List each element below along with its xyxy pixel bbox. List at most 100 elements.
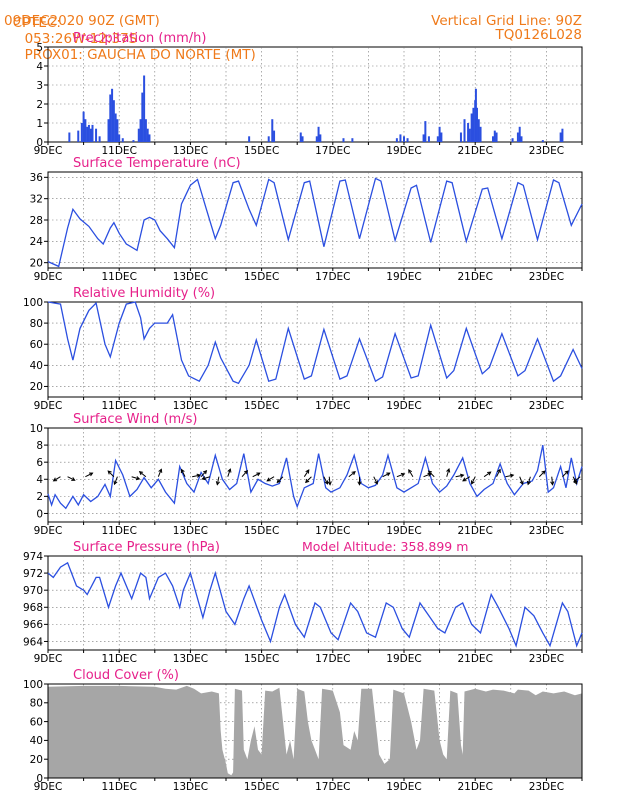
wind-arrow-shaft (216, 476, 220, 485)
wind-arrow-shaft (131, 476, 140, 480)
wind-arrow-head (351, 471, 356, 476)
wind-arrow (526, 476, 531, 486)
wind-arrow (303, 469, 310, 477)
temp-series-line (47, 177, 583, 268)
y-tick-label: 5 (36, 42, 43, 54)
wind-arrow-head (408, 468, 413, 474)
precip-bar (146, 128, 149, 142)
x-tick-label: 9DEC (34, 271, 63, 283)
y-tick-label: 28 (30, 215, 43, 227)
wind-arrow (227, 468, 232, 477)
panel-frame (47, 427, 583, 523)
x-tick-label: 9DEC (34, 145, 63, 157)
precip-bar (86, 126, 89, 142)
precip-bar (422, 134, 425, 142)
wind-arrow-head (52, 477, 58, 482)
precip-bar (351, 138, 354, 142)
wind-arrow-shaft (446, 468, 450, 477)
wind-arrow-head (374, 480, 378, 485)
x-tick-label: 9DEC (34, 400, 63, 412)
x-tick-label: 13DEC (173, 400, 208, 412)
wind-arrow-shaft (496, 469, 501, 477)
x-tick-label: 21DEC (457, 400, 492, 412)
precip-bar (406, 138, 409, 142)
y-tick-label: 0 (36, 508, 43, 520)
wind-arrow-shaft (305, 476, 312, 483)
precip-bar (299, 132, 302, 142)
precip-bar (80, 123, 83, 142)
wind-arrow-shaft (373, 476, 378, 485)
wind-arrow (462, 476, 471, 482)
precip-bar (121, 138, 124, 142)
wind-arrow (138, 471, 147, 478)
precip-bar (89, 128, 92, 142)
wind-arrow-shaft (67, 476, 75, 481)
x-tick-label: 19DEC (386, 653, 421, 665)
rh-series-line (47, 301, 583, 385)
wind-arrow-head (400, 472, 406, 477)
wind-series-line (47, 444, 583, 510)
panel-frame (47, 555, 583, 651)
wind-arrow-shaft (107, 470, 115, 478)
precip-bar (559, 132, 562, 142)
x-tick-label: 11DEC (101, 400, 136, 412)
precip-bar (440, 132, 443, 142)
precip-bar (467, 123, 470, 142)
x-tick-label: 9DEC (34, 781, 63, 793)
wind-arrow (201, 476, 211, 481)
wind-arrow (67, 476, 76, 481)
wind-arrow-head (470, 480, 475, 485)
wind-arrow (505, 473, 515, 478)
wind-arrow-shaft (505, 474, 514, 478)
wind-arrow-head (227, 468, 232, 473)
cloud-cover-area (48, 685, 582, 778)
precip-bar (112, 100, 115, 142)
wind-arrow-shaft (323, 476, 328, 485)
x-tick-label: 23DEC (529, 525, 564, 537)
wind-arrow (131, 476, 141, 481)
wind-arrow-head (196, 473, 202, 478)
x-tick-label: 17DEC (315, 145, 350, 157)
wind-arrow-shaft (266, 476, 275, 482)
y-tick-label: 964 (23, 636, 43, 648)
precip-title: Precipitation (mm/h) (73, 31, 206, 46)
precip-bar (319, 134, 322, 142)
y-tick-label: 0 (36, 137, 43, 149)
precip-bar (116, 119, 119, 142)
wind-arrow-shaft (181, 469, 186, 477)
x-tick-label: 15DEC (244, 400, 279, 412)
source-label: CPTEC: (12, 15, 61, 31)
precip-bar (315, 136, 318, 142)
wind-arrow-shaft (573, 476, 581, 483)
wind-arrow-shaft (455, 474, 464, 478)
precip-bar (137, 128, 140, 142)
y-tick-label: 80 (30, 318, 43, 330)
wind-arrow (357, 476, 362, 486)
x-tick-label: 19DEC (386, 525, 421, 537)
wind-arrow-shaft (192, 474, 201, 478)
wind-arrow (252, 472, 261, 478)
precip-bar (139, 119, 142, 142)
wind-arrow-head (509, 473, 515, 478)
wind-arrow (113, 476, 118, 486)
y-tick-label: 20 (30, 754, 43, 766)
x-tick-label: 15DEC (244, 145, 279, 157)
precip-bar (395, 138, 398, 142)
precip-bar (271, 119, 274, 142)
wind-arrow (550, 476, 555, 486)
x-tick-label: 13DEC (173, 781, 208, 793)
y-tick-label: 24 (30, 236, 44, 248)
precip-bar (520, 136, 523, 142)
precip-bar (114, 113, 117, 142)
wind-arrow (180, 468, 186, 477)
precip-bar (342, 138, 345, 142)
precip-bar (518, 126, 521, 142)
wind-arrow-shaft (303, 469, 310, 477)
wind-arrow-head (202, 469, 208, 475)
x-tick-label: 11DEC (101, 271, 136, 283)
wind-arrow-shaft (328, 476, 331, 485)
wind-arrow-head (180, 468, 185, 474)
wind-arrow-head (446, 468, 451, 473)
precip-bar (144, 119, 147, 142)
wind-arrow-head (89, 472, 94, 477)
